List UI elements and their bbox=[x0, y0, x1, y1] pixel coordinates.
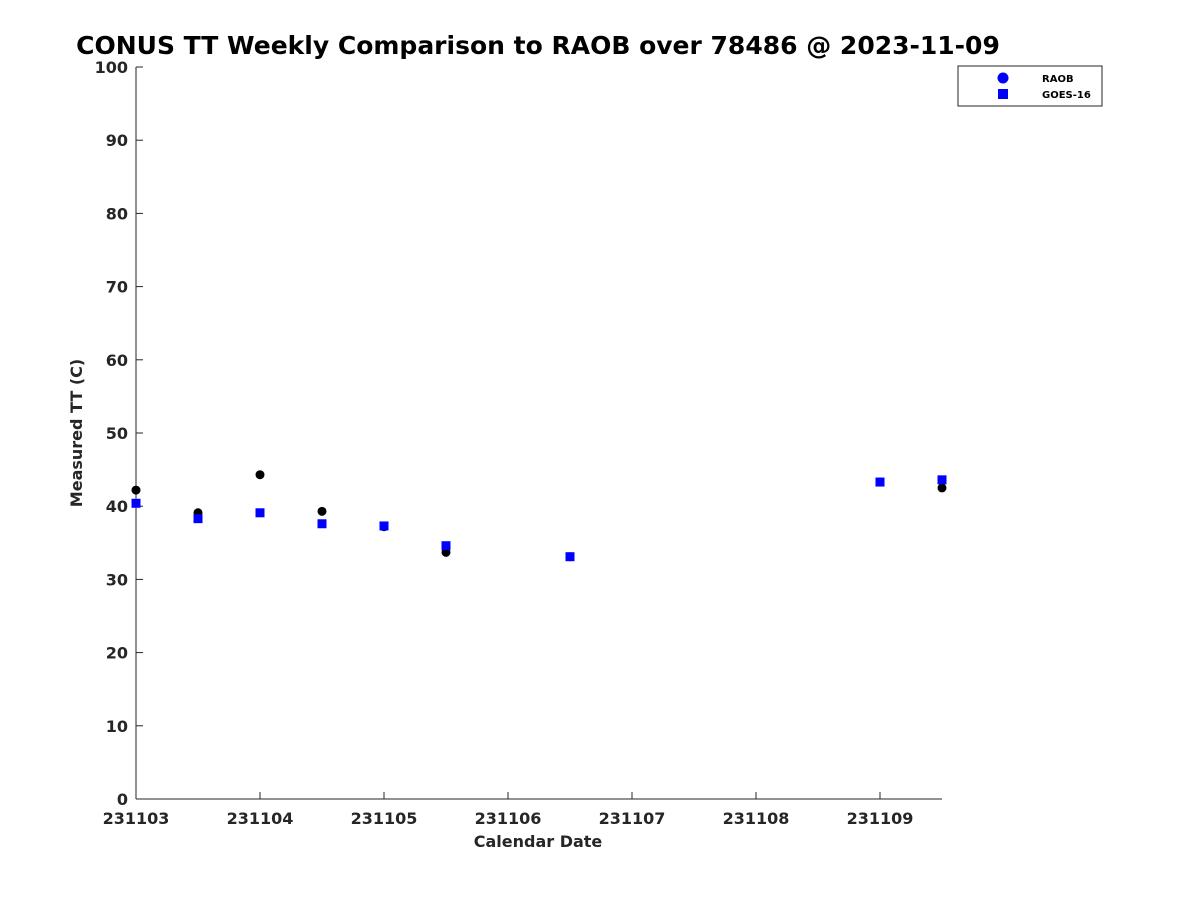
data-point-goes16 bbox=[193, 514, 203, 524]
legend-label-raob: RAOB bbox=[1042, 74, 1074, 85]
x-tick-label: 231105 bbox=[351, 809, 418, 828]
data-point-goes16 bbox=[565, 552, 575, 562]
y-tick-label: 60 bbox=[106, 351, 128, 370]
y-tick-label: 100 bbox=[95, 58, 128, 77]
data-point-raob bbox=[255, 470, 265, 480]
legend-marker-raob bbox=[997, 72, 1009, 84]
y-tick-label: 90 bbox=[106, 131, 128, 150]
data-point-goes16 bbox=[131, 498, 141, 508]
x-tick-label: 231104 bbox=[227, 809, 294, 828]
y-tick-label: 40 bbox=[106, 497, 128, 516]
x-tick-label: 231107 bbox=[599, 809, 666, 828]
y-tick-label: 30 bbox=[106, 570, 128, 589]
y-axis-label: Measured TT (C) bbox=[67, 359, 86, 507]
data-point-raob bbox=[131, 485, 141, 495]
legend-marker-goes16 bbox=[998, 89, 1008, 99]
y-tick-label: 10 bbox=[106, 717, 128, 736]
data-point-goes16 bbox=[441, 541, 451, 551]
legend: RAOB GOES-16 bbox=[957, 65, 1103, 107]
y-tick-label: 0 bbox=[117, 790, 128, 809]
y-tick-label: 70 bbox=[106, 278, 128, 297]
x-axis-label: Calendar Date bbox=[474, 832, 603, 851]
y-tick-label: 80 bbox=[106, 204, 128, 223]
data-point-goes16 bbox=[255, 508, 265, 518]
x-tick-label: 231103 bbox=[103, 809, 170, 828]
chart-title: CONUS TT Weekly Comparison to RAOB over … bbox=[76, 31, 1000, 60]
x-tick-label: 231108 bbox=[723, 809, 790, 828]
legend-label-goes16: GOES-16 bbox=[1042, 90, 1091, 101]
data-point-goes16 bbox=[317, 519, 327, 529]
y-tick-label: 50 bbox=[106, 424, 128, 443]
x-tick-label: 231106 bbox=[475, 809, 542, 828]
data-point-goes16 bbox=[875, 477, 885, 487]
y-tick-label: 20 bbox=[106, 644, 128, 663]
data-point-raob bbox=[937, 483, 947, 493]
data-point-raob bbox=[317, 506, 327, 516]
data-point-goes16 bbox=[379, 521, 389, 531]
x-tick-label: 231109 bbox=[847, 809, 914, 828]
data-point-goes16 bbox=[937, 475, 947, 485]
